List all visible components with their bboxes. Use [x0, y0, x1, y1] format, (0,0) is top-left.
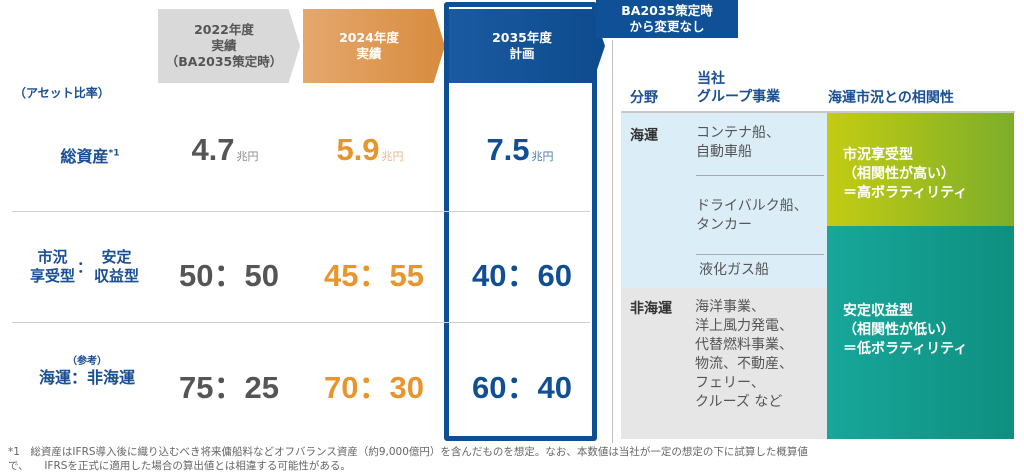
item-line: クルーズ など	[695, 394, 783, 410]
box-line: （相関性が高い）	[843, 166, 955, 182]
label-text: 総資産	[60, 147, 109, 166]
nonshipping-group-background	[621, 288, 827, 439]
correlation-low-box	[827, 226, 1014, 439]
table-header-correlation: 海運市況との相関性	[828, 90, 954, 106]
header-year: 2024年度	[339, 30, 399, 45]
label-line: 収益型	[94, 267, 140, 285]
box-line: ＝低ボラティリティ	[843, 341, 968, 357]
value-2022-market-stable-ratio: 50：50	[179, 258, 279, 293]
header-kind: 実績	[356, 46, 382, 61]
row-label-market-vs-stable: 市況 享受型 ： 安定 収益型	[12, 248, 157, 286]
header-line: 当社	[697, 71, 725, 87]
box-line: ＝高ボラティリティ	[843, 185, 968, 201]
label-text: 海運：非海運	[38, 368, 135, 387]
column-header-2024-actual: 2024年度 実績	[303, 9, 445, 83]
segment-shipping: 海運	[630, 128, 658, 144]
column-header-2022-actual: 2022年度 実績 （BA2035策定時）	[158, 9, 300, 83]
value-unit: 兆円	[236, 151, 259, 163]
header-note: （BA2035策定時）	[165, 54, 283, 69]
business-item: 海洋事業、 洋上風力発電、 代替燃料事業、 物流、不動産、 フェリー、 クルーズ…	[695, 298, 793, 412]
value-2022-shipping-ratio: 75：25	[179, 370, 279, 405]
label-line: 安定	[101, 248, 132, 266]
header-line: グループ事業	[697, 89, 781, 105]
value-unit: 兆円	[531, 151, 554, 163]
correlation-high-text: 市況享受型 （相関性が高い） ＝高ボラティリティ	[843, 146, 967, 203]
box-line: 安定収益型	[843, 303, 913, 319]
correlation-low-text: 安定収益型 （相関性が低い） ＝低ボラティリティ	[843, 302, 967, 359]
value-number: 5.9	[336, 132, 380, 167]
row-divider	[12, 322, 590, 323]
item-line: タンカー	[696, 217, 752, 233]
item-line: フェリー、	[695, 375, 765, 391]
shipping-group-background	[621, 113, 827, 288]
item-line: ドライバルク船、	[696, 198, 808, 214]
item-line: 代替燃料事業、	[695, 337, 793, 353]
correlation-high-box	[827, 113, 1014, 226]
business-item: 液化ガス船	[699, 261, 769, 280]
label-line: 市況	[37, 248, 68, 266]
item-line: 物流、不動産、	[695, 356, 793, 372]
header-year: 2022年度	[194, 22, 254, 37]
header-kind: 実績	[211, 38, 237, 53]
table-header-business: 当社 グループ事業	[697, 70, 780, 106]
badge-line: BA2035策定時	[621, 3, 713, 18]
footnote-line: *1 総資産はIFRS導入後に織り込むべき将来傭船料などオフバランス資産（約9,…	[8, 446, 808, 458]
value-2024-market-stable-ratio: 45：55	[324, 258, 424, 293]
plan-2035-highlight-frame	[444, 2, 597, 441]
footnote: *1 総資産はIFRS導入後に織り込むべき将来傭船料などオフバランス資産（約9,…	[8, 445, 1018, 473]
label-separator: ：	[76, 257, 92, 276]
reference-note: （参考）	[67, 356, 107, 367]
value-unit: 兆円	[381, 151, 404, 163]
panel-divider	[612, 40, 613, 443]
item-line: 洋上風力発電、	[695, 318, 793, 334]
business-item: ドライバルク船、 タンカー	[696, 197, 808, 235]
box-line: 市況享受型	[843, 147, 913, 163]
value-number: 4.7	[191, 132, 235, 167]
badge-line: から変更なし	[629, 19, 705, 34]
asset-ratio-label: （アセット比率）	[14, 86, 110, 100]
table-header-segment: 分野	[630, 90, 658, 106]
value-2035-total-assets: 7.5 兆円	[455, 132, 585, 168]
item-line: 自動車船	[696, 144, 752, 160]
item-line: 液化ガス船	[699, 262, 769, 278]
row-label-shipping-vs-nonshipping: （参考） 海運：非海運	[22, 356, 152, 388]
header-year: 2035年度	[492, 30, 552, 45]
no-change-badge: BA2035策定時 から変更なし	[596, 0, 738, 38]
value-2024-total-assets: 5.9 兆円	[305, 132, 435, 168]
row-label-total-assets: 総資産*1	[40, 143, 140, 167]
footnote-line: で、 IFRSを正式に適用した場合の算出値とは相違する可能性がある。	[8, 460, 351, 472]
row-divider	[12, 211, 590, 212]
header-kind: 計画	[509, 46, 535, 61]
value-2035-market-stable-ratio: 40：60	[472, 258, 572, 293]
item-line: 海洋事業、	[695, 299, 765, 315]
item-divider	[696, 254, 824, 255]
label-line: 享受型	[29, 267, 75, 285]
value-number: 7.5	[486, 132, 530, 167]
column-header-2035-plan: 2035年度 計画	[449, 9, 605, 83]
business-item: コンテナ船、 自動車船	[696, 124, 780, 162]
item-line: コンテナ船、	[696, 125, 780, 141]
value-2024-shipping-ratio: 70：30	[324, 370, 424, 405]
segment-nonshipping: 非海運	[630, 301, 672, 317]
table-header-divider	[621, 111, 1015, 113]
footnote-ref: *1	[108, 148, 120, 159]
value-2022-total-assets: 4.7 兆円	[160, 132, 290, 168]
box-line: （相関性が低い）	[843, 322, 955, 338]
item-divider	[696, 175, 824, 176]
value-2035-shipping-ratio: 60：40	[472, 370, 572, 405]
